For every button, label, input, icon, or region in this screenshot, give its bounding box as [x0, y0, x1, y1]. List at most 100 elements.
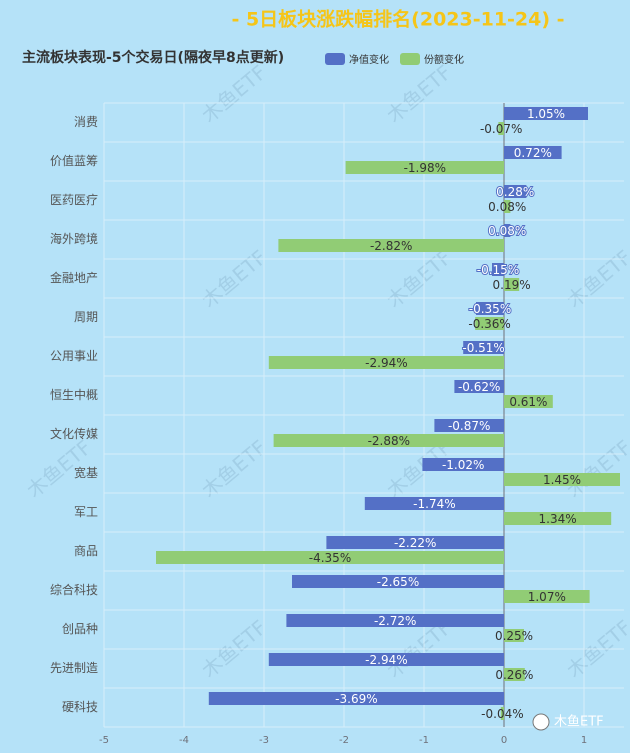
y-tick-label: 商品 [74, 543, 98, 558]
bar [475, 317, 504, 330]
value-label: -2.72% [374, 614, 416, 628]
x-tick-label: -4 [179, 735, 189, 746]
value-label: 0.61% [509, 395, 547, 409]
value-label: 0.08% [488, 224, 526, 238]
bar [268, 653, 504, 666]
bar [504, 146, 562, 159]
bar [326, 536, 504, 549]
brand-logo: 木鱼ETF [532, 713, 604, 731]
y-tick-label: 宽基 [74, 465, 98, 480]
y-tick-label: 海外跨境 [50, 231, 98, 246]
value-label: -2.22% [394, 536, 436, 550]
value-label: -2.88% [368, 434, 410, 448]
watermark: 木鱼ETF [197, 245, 271, 312]
value-label: -0.35% [469, 302, 511, 316]
bar [463, 341, 504, 354]
y-tick-label: 医药医疗 [50, 193, 98, 207]
x-tick-label: -2 [339, 735, 349, 746]
value-label: -2.94% [365, 356, 407, 370]
y-tick-label: 文化传媒 [50, 426, 98, 441]
bar [422, 458, 504, 471]
value-label: -2.82% [370, 239, 412, 253]
bar [504, 629, 524, 642]
watermark: 木鱼ETF [382, 245, 456, 312]
chart-title: - 5日板块涨跌幅排名(2023-11-24) - [231, 8, 564, 31]
bar [454, 380, 504, 393]
bar [476, 302, 504, 315]
value-label: -0.51% [462, 341, 504, 355]
value-label: -3.69% [335, 692, 377, 706]
watermark: 木鱼ETF [382, 60, 456, 127]
x-tick-label: -3 [259, 735, 269, 746]
value-label: -0.36% [468, 317, 510, 331]
x-tick-label: -5 [99, 735, 109, 746]
value-label: -2.94% [365, 653, 407, 667]
value-label: -0.07% [480, 122, 522, 136]
value-label: -1.74% [413, 497, 455, 511]
legend-swatch [325, 53, 345, 65]
x-tick-label: -1 [419, 735, 429, 746]
value-label: 0.25% [495, 629, 533, 643]
bar [434, 419, 504, 432]
value-label: -2.65% [377, 575, 419, 589]
bar [504, 668, 525, 681]
value-label: -0.04% [481, 707, 523, 721]
value-label: -0.87% [448, 419, 490, 433]
y-tick-label: 价值蓝筹 [50, 153, 98, 168]
bar [504, 200, 511, 213]
bar [364, 497, 504, 510]
bar [504, 107, 588, 120]
y-tick-label: 金融地产 [50, 270, 98, 285]
bar [504, 590, 590, 603]
bar [500, 707, 504, 720]
value-label: -0.62% [458, 380, 500, 394]
legend-label: 净值变化 [349, 53, 389, 66]
bar [504, 512, 612, 525]
value-label: 0.28% [496, 185, 534, 199]
bar [286, 614, 504, 627]
value-label: 1.07% [528, 590, 566, 604]
brand-icon [532, 713, 550, 731]
bar [345, 161, 504, 174]
y-tick-label: 周期 [74, 310, 98, 324]
watermark: 木鱼ETF [197, 60, 271, 127]
y-tick-label: 消费 [74, 115, 98, 129]
y-tick-label: 军工 [74, 505, 98, 519]
value-label: 0.26% [495, 668, 533, 682]
bar [504, 278, 520, 291]
bar [498, 122, 504, 135]
value-label: 1.45% [543, 473, 581, 487]
bar [504, 473, 620, 486]
y-tick-label: 综合科技 [50, 582, 98, 597]
bar [273, 434, 504, 447]
bar [292, 575, 504, 588]
value-label: 1.05% [527, 107, 565, 121]
bar [268, 356, 504, 369]
bar [208, 692, 505, 705]
bar [504, 395, 553, 408]
y-tick-label: 创品种 [62, 622, 98, 636]
watermark: 木鱼ETF [197, 435, 271, 502]
bar [278, 239, 504, 252]
bar [492, 263, 504, 276]
value-label: 1.34% [539, 512, 577, 526]
value-label: 0.19% [493, 278, 531, 292]
bar [156, 551, 504, 564]
watermark: 木鱼ETF [562, 435, 630, 502]
y-tick-label: 硬科技 [62, 700, 98, 714]
chart-subtitle: 主流板块表现-5个交易日(隔夜早8点更新) [22, 49, 284, 66]
y-tick-label: 恒生中概 [50, 387, 98, 402]
bar [504, 185, 527, 198]
legend-label: 份额变化 [424, 53, 464, 66]
y-tick-label: 先进制造 [50, 661, 98, 675]
legend-swatch [400, 53, 420, 65]
brand-text: 木鱼ETF [554, 714, 604, 730]
x-tick-label: 0 [501, 735, 507, 746]
value-label: -1.02% [442, 458, 484, 472]
watermark: 木鱼ETF [562, 245, 630, 312]
y-tick-label: 公用事业 [50, 349, 98, 363]
value-label: -1.98% [404, 161, 446, 175]
value-label: -4.35% [309, 551, 351, 565]
